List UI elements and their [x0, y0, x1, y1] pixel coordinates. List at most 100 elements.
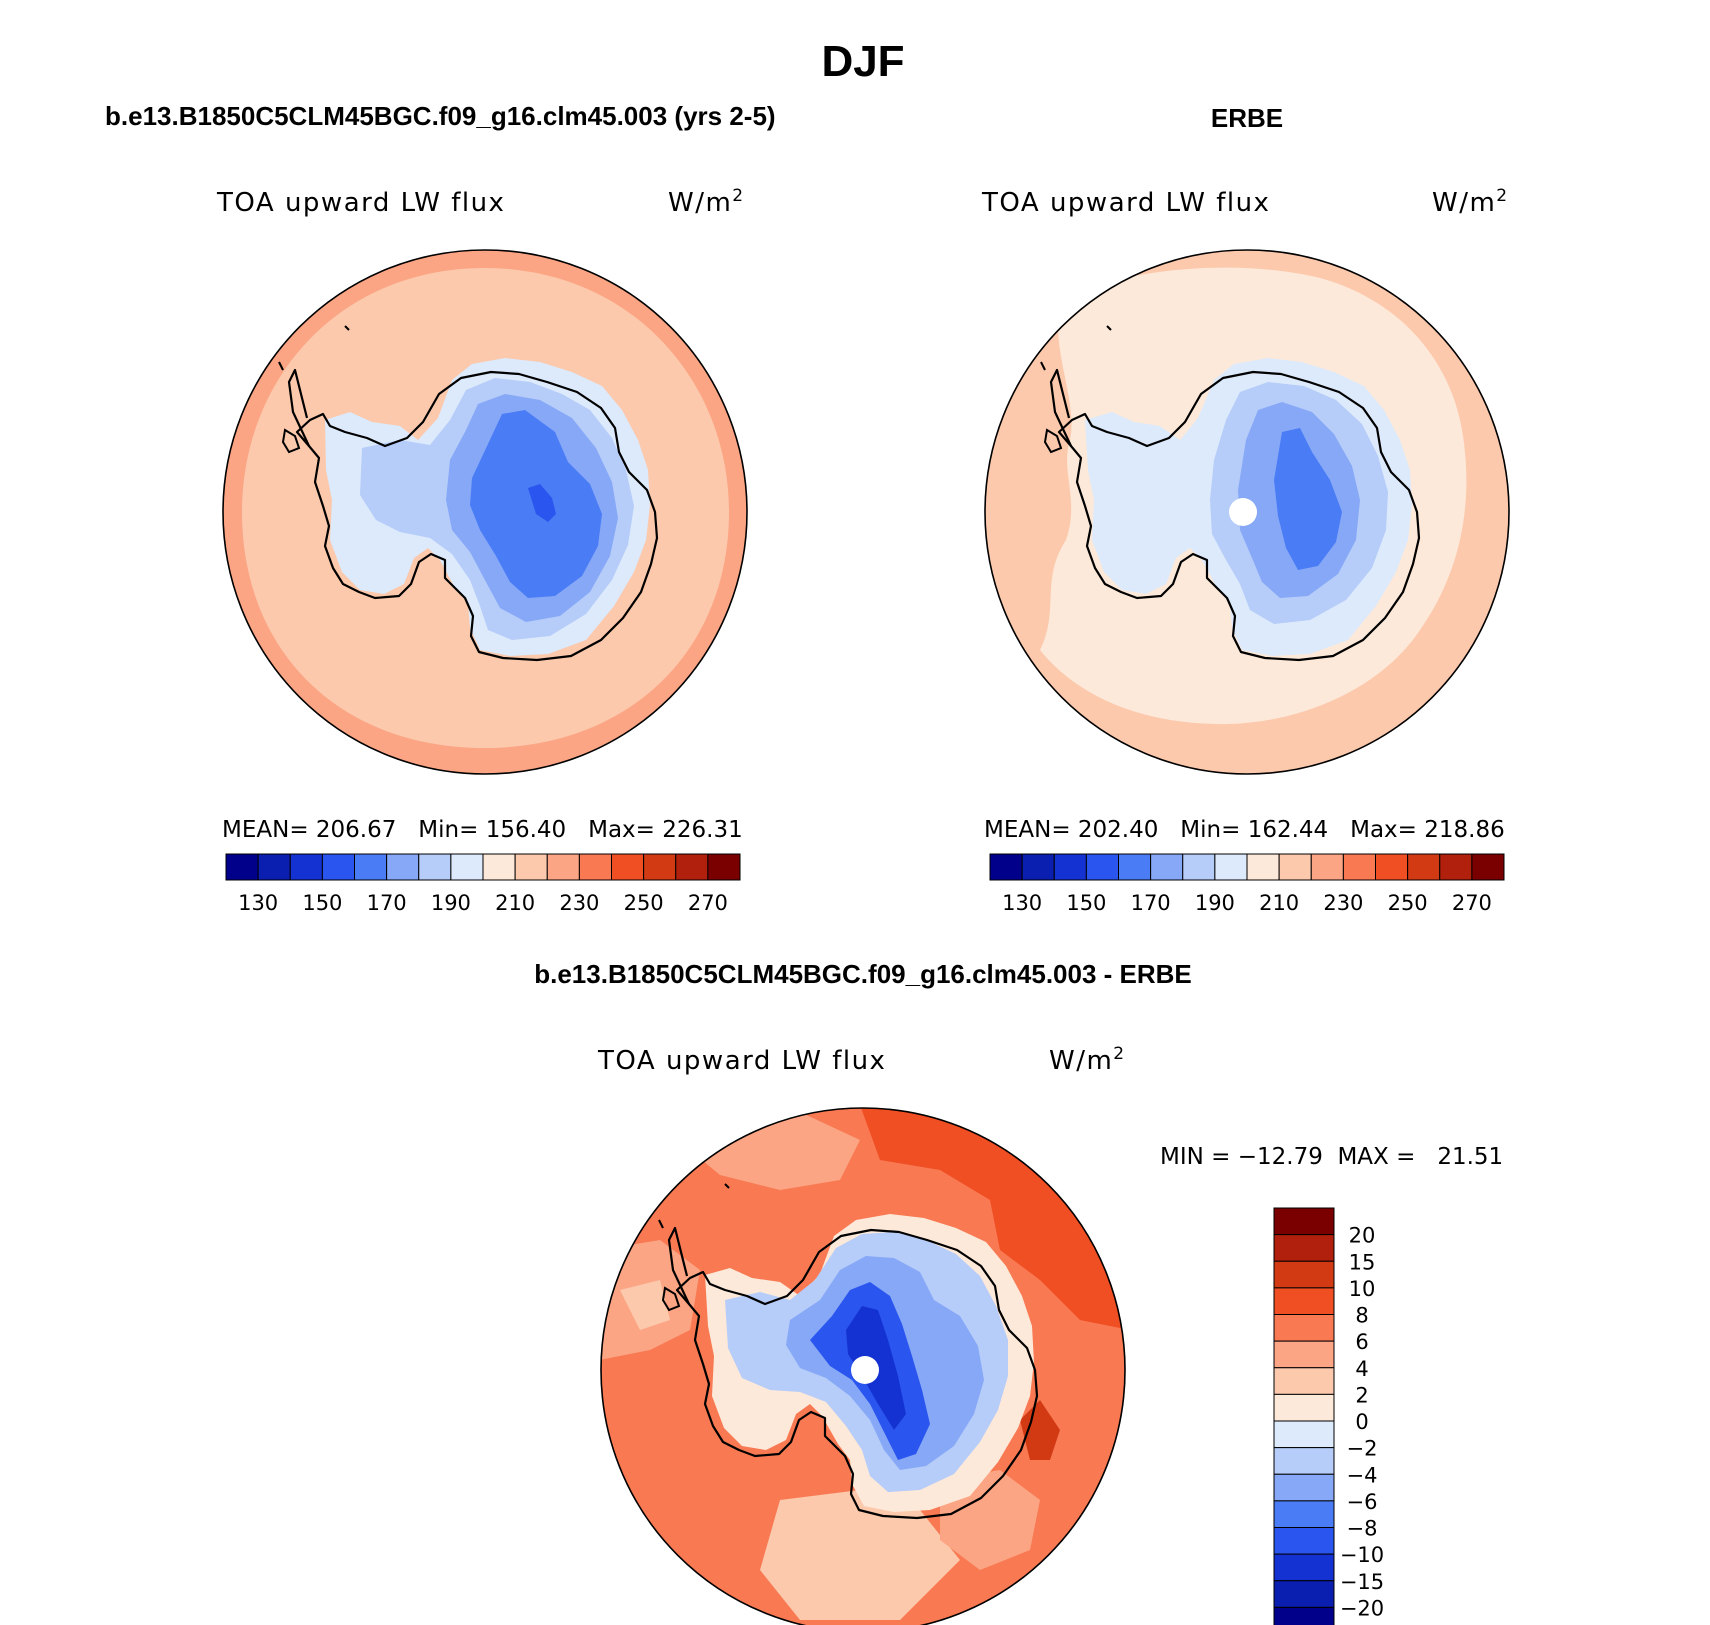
panel-obs-map-border [984, 249, 1510, 775]
panel-obs-colorbar-swatch [989, 853, 1023, 881]
page-title: DJF [821, 37, 904, 86]
panel-diff-colorbar-swatch [1273, 1234, 1335, 1262]
panel-obs-colorbar-tick-label: 150 [1066, 891, 1106, 915]
panel-diff-colorbar-swatch [1273, 1447, 1335, 1475]
panel-diff-colorbar-swatch [1273, 1473, 1335, 1502]
panel-obs: ERBE TOA upward LW flux W/m2 MEAN= 202.4… [981, 103, 1510, 915]
panel-model-colorbar: 130 150 170 190 210 230 250 270 [225, 853, 741, 915]
panel-diff-colorbar-tick-label: 4 [1355, 1357, 1368, 1381]
panel-diff-colorbar-tick-label: −8 [1347, 1517, 1378, 1541]
panel-diff-map-border [600, 1107, 1126, 1625]
panel-obs-colorbar-tick-label: 270 [1452, 891, 1492, 915]
panel-model: b.e13.B1850C5CLM45BGC.f09_g16.clm45.003 … [105, 101, 776, 915]
panel-obs-colorbar-swatch [1375, 853, 1409, 881]
panel-obs-colorbar-tick-label: 250 [1388, 891, 1428, 915]
panel-model-colorbar-swatch [450, 853, 484, 881]
panel-obs-colorbar-swatch [1278, 853, 1312, 881]
panel-obs-colorbar-swatch [1407, 853, 1441, 881]
panel-obs-colorbar-swatch [1246, 853, 1280, 881]
panel-diff-colorbar-tick-label: −20 [1340, 1596, 1384, 1620]
panel-obs-colorbar: 130 150 170 190 210 230 250 270 [989, 853, 1505, 915]
panel-diff-colorbar-tick-label: 6 [1355, 1330, 1368, 1354]
panel-diff-stats: MIN = −12.79 MAX = 21.51 [1160, 1144, 1503, 1170]
panel-model-colorbar-swatch [354, 853, 388, 881]
panel-diff-colorbar-swatch [1273, 1500, 1335, 1528]
panel-model-colorbar-swatch [643, 853, 677, 881]
panel-obs-units: W/m2 [1432, 186, 1509, 218]
panel-diff-colorbar-tick-label: 2 [1355, 1383, 1368, 1407]
panel-diff-patch-3 [760, 1490, 960, 1620]
panel-obs-units-exp: 2 [1496, 186, 1508, 206]
panel-model-units: W/m2 [668, 186, 745, 218]
panel-obs-colorbar-tick-label: 190 [1195, 891, 1235, 915]
panel-model-units-base: W/m [668, 188, 732, 218]
panel-diff-units-exp: 2 [1113, 1044, 1125, 1064]
panel-obs-colorbar-swatch [1118, 853, 1152, 881]
panel-diff-colorbar-tick-label: −15 [1340, 1570, 1384, 1594]
panel-diff-patch-5 [620, 1280, 670, 1330]
panel-diff-colorbar-tick-label: 10 [1349, 1277, 1376, 1301]
panel-obs-heading: ERBE [1211, 103, 1283, 133]
panel-diff-colorbar-tick-label: 0 [1355, 1410, 1368, 1434]
panel-model-colorbar-tick-label: 190 [431, 891, 471, 915]
panel-obs-colorbar-swatch [1021, 853, 1055, 881]
panel-obs-pole-hole [1229, 498, 1257, 526]
panel-diff-heading: b.e13.B1850C5CLM45BGC.f09_g16.clm45.003 … [534, 959, 1192, 989]
panel-model-heading: b.e13.B1850C5CLM45BGC.f09_g16.clm45.003 … [105, 101, 776, 131]
panel-obs-variable: TOA upward LW flux [981, 188, 1270, 218]
panel-obs-ice-170 [1274, 428, 1342, 570]
panel-diff-map [601, 1108, 1125, 1625]
panel-diff-patch-6 [1020, 1400, 1060, 1460]
panel-model-colorbar-tick-label: 210 [495, 891, 535, 915]
panel-model-map-border [222, 249, 748, 775]
panel-diff-colorbar-tick-label: −2 [1347, 1437, 1378, 1461]
panel-diff-colorbar-tick-label: −6 [1347, 1490, 1378, 1514]
panel-diff-colorbar-swatch [1273, 1340, 1335, 1369]
panel-diff-colorbar-tick-label: −10 [1340, 1543, 1384, 1567]
panel-diff-colorbar-swatch [1273, 1606, 1335, 1625]
panel-diff-colorbar-swatch [1273, 1393, 1335, 1422]
panel-model-colorbar-swatch [289, 853, 323, 881]
panel-diff-colorbar-swatch [1273, 1580, 1335, 1608]
panel-model-ice-160 [528, 484, 556, 522]
panel-obs-colorbar-swatch [1182, 853, 1216, 881]
panel-diff-colorbar-swatch [1273, 1287, 1335, 1315]
panel-model-map [223, 250, 747, 774]
panel-model-colorbar-swatch [482, 853, 516, 881]
panel-model-colorbar-tick-label: 270 [688, 891, 728, 915]
panel-obs-colorbar-swatch [1085, 853, 1119, 881]
panel-model-colorbar-swatch [578, 853, 612, 881]
panel-obs-units-base: W/m [1432, 188, 1496, 218]
panel-diff-pole-hole [851, 1356, 879, 1384]
panel-diff-colorbar-swatch [1273, 1260, 1335, 1289]
panel-model-colorbar-swatch [225, 853, 259, 881]
panel-diff-colorbar-swatch [1273, 1420, 1335, 1449]
panel-diff: b.e13.B1850C5CLM45BGC.f09_g16.clm45.003 … [534, 959, 1503, 1625]
panel-diff-colorbar-tick-label: 15 [1349, 1250, 1376, 1274]
panel-diff-units-base: W/m [1049, 1046, 1113, 1076]
panel-model-colorbar-swatch [514, 853, 548, 881]
panel-obs-colorbar-swatch [1310, 853, 1344, 881]
panel-model-units-exp: 2 [732, 186, 744, 206]
panel-model-colorbar-tick-label: 170 [367, 891, 407, 915]
panel-obs-colorbar-tick-label: 210 [1259, 891, 1299, 915]
panel-diff-colorbar-swatch [1273, 1527, 1335, 1555]
panel-obs-colorbar-swatch [1439, 853, 1473, 881]
panel-diff-colorbar-tick-label: 20 [1349, 1224, 1376, 1248]
panel-obs-colorbar-tick-label: 170 [1131, 891, 1171, 915]
panel-diff-colorbar-swatch [1273, 1553, 1335, 1582]
panel-model-colorbar-swatch [546, 853, 580, 881]
panel-obs-colorbar-swatch [1150, 853, 1184, 881]
panel-model-stats: MEAN= 206.67 Min= 156.40 Max= 226.31 [222, 817, 743, 843]
panel-diff-colorbar-swatch [1273, 1367, 1335, 1395]
panel-model-colorbar-tick-label: 130 [238, 891, 278, 915]
panel-obs-colorbar-swatch [1342, 853, 1376, 881]
panel-diff-colorbar-swatch [1273, 1207, 1335, 1236]
panel-model-colorbar-swatch [386, 853, 420, 881]
panel-obs-colorbar-swatch [1471, 853, 1505, 881]
panel-model-variable: TOA upward LW flux [216, 188, 505, 218]
panel-obs-colorbar-tick-label: 230 [1323, 891, 1363, 915]
panel-model-colorbar-swatch [611, 853, 645, 881]
panel-obs-map [985, 250, 1509, 774]
